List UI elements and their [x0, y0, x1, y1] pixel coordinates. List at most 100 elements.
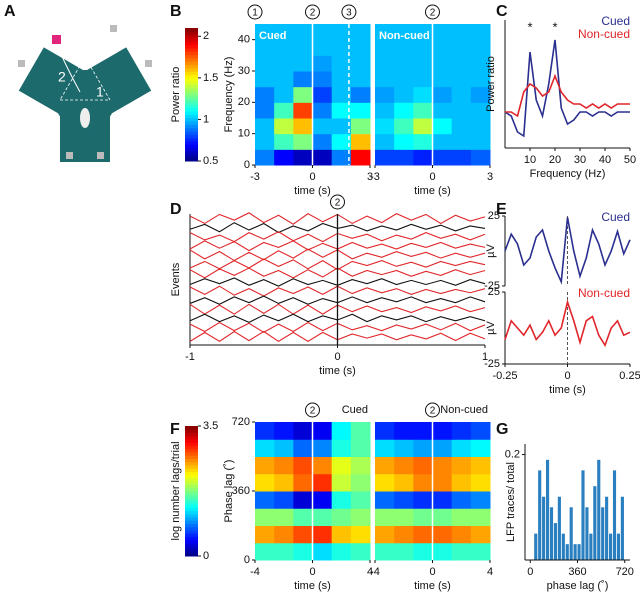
heatmap-cell [312, 133, 333, 150]
histogram-bar [597, 459, 601, 560]
colorbar-slice [185, 458, 198, 463]
heatmap-cell [451, 473, 472, 492]
x-tick-label: 0 [429, 566, 435, 578]
heatmap-cell [293, 473, 313, 492]
colorbar-slice [185, 448, 198, 453]
heatmap-cell [413, 39, 433, 56]
maze-cue [97, 152, 104, 159]
heatmap-cell [375, 456, 395, 475]
histogram-bar [549, 507, 554, 560]
heatmap-cell [394, 422, 414, 440]
event-marker-label: 3 [346, 8, 352, 19]
annotation: * [552, 19, 557, 34]
x-axis-label: time (s) [549, 384, 586, 396]
heatmap-cell [350, 118, 371, 135]
x-axis-label: time (s) [294, 580, 331, 592]
colorbar-slice [185, 526, 198, 531]
heatmap-cell [274, 133, 294, 150]
heatmap-cell [255, 133, 275, 150]
heatmap-cell [350, 149, 371, 166]
heatmap-cell [350, 439, 371, 457]
event-marker [341, 4, 357, 20]
heatmap-cell [274, 149, 294, 166]
histogram-bar [546, 459, 550, 560]
colorbar-slice [185, 543, 198, 547]
colorbar-slice [185, 546, 198, 550]
heatmap-cell [331, 39, 352, 56]
heatmap-cell [451, 71, 472, 88]
colorbar-slice [185, 520, 198, 524]
heatmap-cell [375, 508, 395, 526]
heatmap-cell [331, 439, 352, 457]
heatmap-cell [470, 102, 491, 119]
colorbar-slice [185, 151, 198, 155]
x-tick-label: 0.25 [619, 370, 640, 382]
x-axis-label: Frequency (Hz) [530, 168, 606, 180]
heatmap-cell [312, 24, 333, 41]
heatmap-cell [293, 55, 313, 72]
heatmap-cell [293, 133, 313, 150]
colorbar-slice [185, 536, 198, 541]
event-marker-label: 1 [252, 8, 258, 19]
colorbar-slice [185, 37, 198, 42]
colorbar-slice [185, 87, 198, 92]
maze: 1 2 3 [18, 25, 152, 162]
heatmap-cell [312, 439, 333, 457]
heatmap-cell [451, 542, 472, 561]
colorbar-slice [185, 533, 198, 537]
y-tick-label: 25 [488, 210, 500, 222]
heatmap-cell [451, 24, 472, 41]
y-tick-label: 25 [488, 286, 500, 298]
heatmap-title: Non-cued [440, 404, 488, 416]
heatmap-cell [274, 456, 294, 475]
heatmap-cell [451, 508, 472, 526]
heatmap-cell [312, 473, 333, 492]
heatmap-cell [331, 508, 352, 526]
heatmap-cell [274, 118, 294, 135]
heatmap-cell [255, 456, 275, 475]
heatmap-cell [470, 149, 491, 166]
x-axis-label: phase lag (˚) [547, 580, 609, 592]
colorbar-slice [185, 121, 198, 125]
heatmap-cell [331, 86, 352, 103]
x-axis-label: time (s) [319, 365, 356, 377]
colorbar-slice [185, 91, 198, 95]
heatmap-cell [394, 542, 414, 561]
heatmap-cell [432, 525, 453, 544]
colorbar-slice [185, 84, 198, 89]
y-tick-label: 30 [238, 65, 250, 77]
heatmap-cell [312, 102, 333, 119]
x-tick-label: 720 [616, 566, 634, 578]
x-tick-label: 0 [309, 566, 315, 578]
heatmap-cell [470, 39, 491, 56]
colorbar-slice [185, 28, 198, 32]
heatmap-cell [331, 491, 352, 509]
colorbar-slice [185, 539, 198, 544]
heatmap-cell [293, 39, 313, 56]
histogram-bar [601, 507, 605, 560]
event-marker [247, 4, 263, 20]
colorbar-slice [185, 517, 198, 521]
y-tick-label: 10 [238, 128, 250, 140]
colorbar-slice [185, 47, 198, 52]
colorbar-slice [185, 491, 198, 495]
colorbar-slice [185, 51, 198, 56]
panel-label: D [170, 201, 182, 218]
colorbar-slice [185, 530, 198, 534]
heatmap-cell [331, 71, 352, 88]
colorbar-tick-label: 0 [203, 550, 209, 562]
colorbar-slice [185, 71, 198, 76]
heatmap-cell [470, 71, 491, 88]
event-marker-label: 2 [310, 406, 316, 417]
x-tick-label: 4 [487, 566, 493, 578]
heatmap-cell [312, 39, 333, 56]
heatmap-cell [451, 422, 472, 440]
heatmap-cell [274, 71, 294, 88]
y-tick-label: 20 [238, 96, 250, 108]
series-line [504, 299, 631, 348]
heatmap-cell [432, 102, 453, 119]
y-tick-label: 720 [232, 416, 250, 428]
colorbar-slice [185, 124, 198, 129]
colorbar-slice [185, 432, 198, 437]
heatmap-cell [331, 24, 352, 41]
